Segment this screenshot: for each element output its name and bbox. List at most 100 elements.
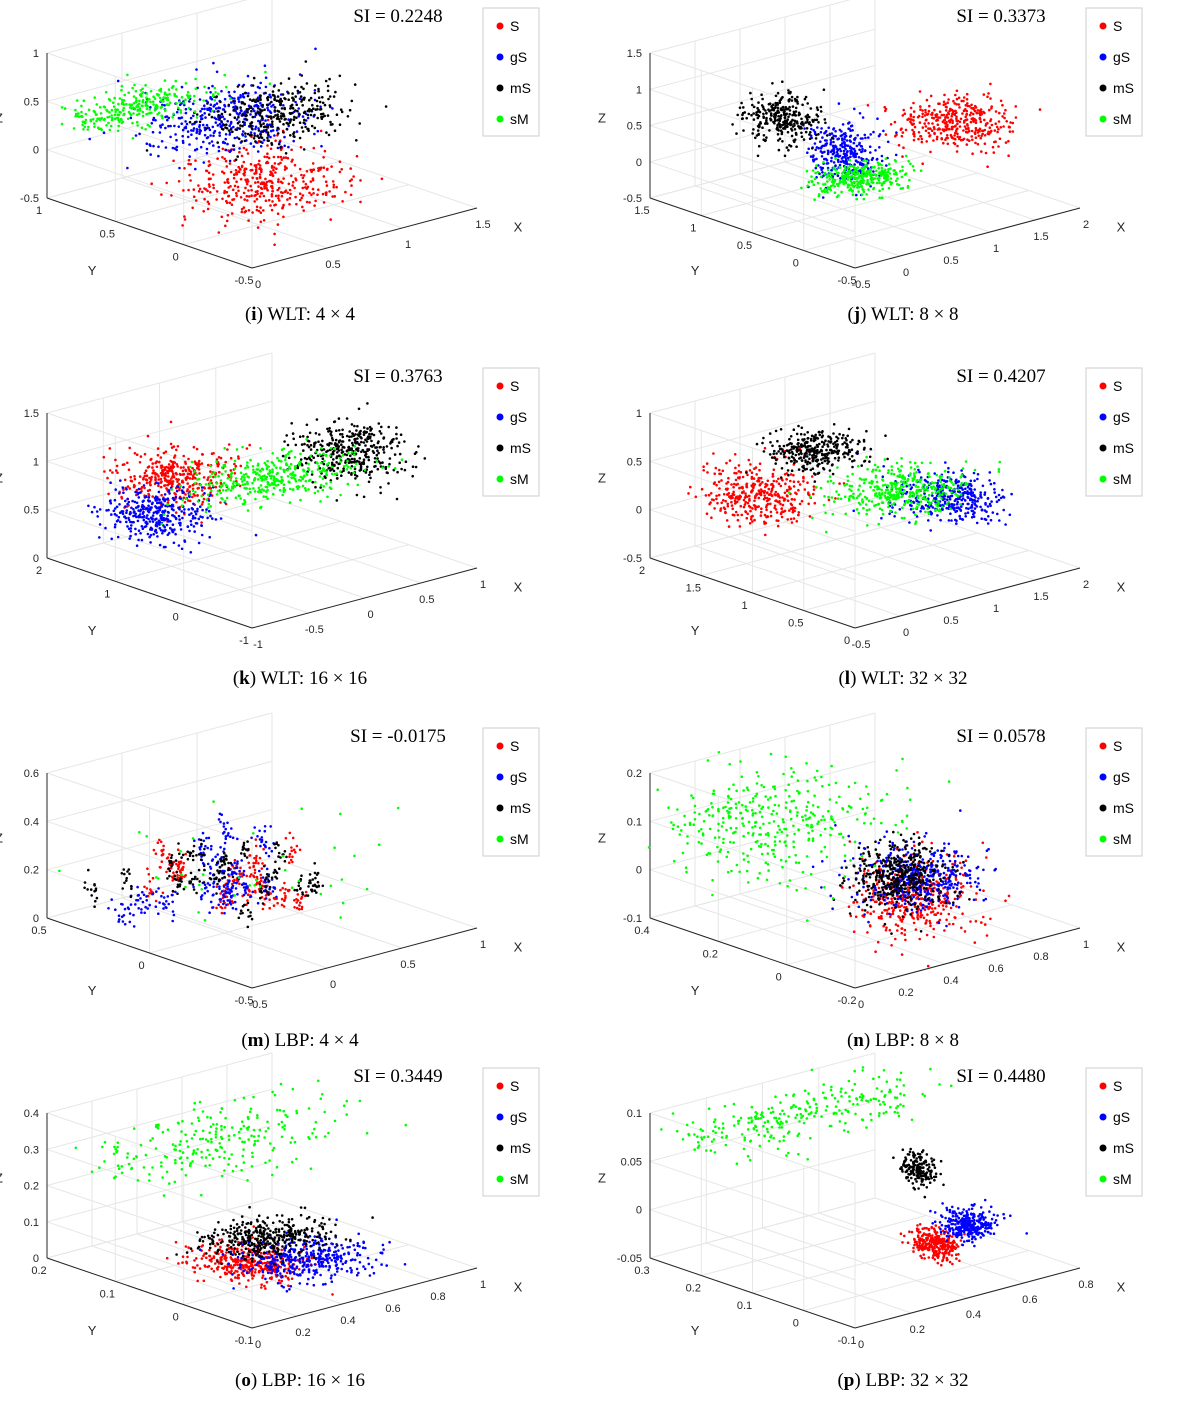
z-tick-label: 0.5	[627, 121, 642, 133]
data-point-S	[191, 496, 194, 499]
data-point-gS	[294, 101, 297, 104]
data-point-gS	[257, 150, 260, 153]
data-point-S	[748, 505, 751, 508]
data-point-gS	[134, 533, 137, 536]
data-point-mS	[297, 90, 300, 93]
data-point-S	[971, 139, 974, 142]
data-point-S	[901, 155, 904, 158]
data-point-mS	[293, 135, 296, 138]
data-point-gS	[998, 499, 1001, 502]
legend-marker-gS	[497, 54, 504, 61]
data-point-sM	[239, 497, 242, 500]
data-point-sM	[347, 483, 350, 486]
data-point-S	[962, 129, 965, 132]
data-point-sM	[131, 122, 134, 125]
data-point-mS	[363, 458, 366, 461]
data-point-gS	[114, 488, 117, 491]
z-axis-label: Z	[0, 470, 3, 485]
data-point-mS	[311, 104, 314, 107]
data-point-mS	[267, 133, 270, 136]
data-point-S	[221, 156, 224, 159]
data-point-gS	[184, 120, 187, 123]
data-point-mS	[246, 111, 249, 114]
data-point-mS	[396, 498, 399, 501]
data-point-gS	[195, 513, 198, 516]
data-point-sM	[848, 169, 851, 172]
data-point-mS	[356, 448, 359, 451]
data-point-sM	[221, 466, 224, 469]
data-point-sM	[142, 115, 145, 118]
data-point-gS	[855, 160, 858, 163]
data-point-mS	[800, 132, 803, 135]
data-point-S	[941, 114, 944, 117]
y-axis-label: Y	[88, 263, 97, 278]
data-point-sM	[857, 190, 860, 193]
data-point-mS	[369, 429, 372, 432]
data-point-S	[174, 454, 177, 457]
data-point-sM	[84, 122, 87, 125]
data-point-S	[944, 116, 947, 119]
data-point-mS	[288, 77, 291, 80]
data-point-gS	[830, 151, 833, 154]
data-point-S	[977, 143, 980, 146]
data-point-sM	[322, 478, 325, 481]
data-point-mS	[254, 140, 257, 143]
data-point-sM	[175, 88, 178, 91]
data-point-S	[990, 118, 993, 121]
data-point-gS	[119, 521, 122, 524]
data-point-gS	[851, 129, 854, 132]
data-point-sM	[856, 180, 859, 183]
data-point-gS	[936, 482, 939, 485]
data-point-S	[958, 103, 961, 106]
data-point-sM	[881, 196, 884, 199]
data-point-mS	[301, 104, 304, 107]
data-point-mS	[217, 114, 220, 117]
data-point-sM	[806, 170, 809, 173]
data-point-S	[276, 189, 279, 192]
data-point-sM	[180, 109, 183, 112]
data-point-sM	[175, 102, 178, 105]
data-point-mS	[347, 446, 350, 449]
data-point-gS	[832, 141, 835, 144]
data-point-mS	[308, 446, 311, 449]
data-point-gS	[168, 492, 171, 495]
data-point-S	[272, 169, 275, 172]
data-point-gS	[109, 481, 112, 484]
data-point-gS	[869, 151, 872, 154]
data-point-mS	[262, 122, 265, 125]
data-point-sM	[880, 174, 883, 177]
data-point-sM	[333, 448, 336, 451]
data-point-gS	[861, 137, 864, 140]
data-point-mS	[302, 88, 305, 91]
data-point-S	[988, 109, 991, 112]
data-point-S	[974, 132, 977, 135]
data-point-mS	[340, 474, 343, 477]
data-point-sM	[881, 167, 884, 170]
data-point-sM	[132, 112, 135, 115]
data-point-mS	[259, 141, 262, 144]
data-point-S	[282, 204, 285, 207]
data-point-sM	[821, 190, 824, 193]
data-point-gS	[173, 542, 176, 545]
data-point-mS	[266, 137, 269, 140]
data-point-sM	[222, 489, 225, 492]
data-point-S	[967, 127, 970, 130]
data-point-sM	[110, 125, 113, 128]
data-point-gS	[812, 156, 815, 159]
data-point-sM	[175, 80, 178, 83]
data-point-S	[175, 501, 178, 504]
data-point-sM	[354, 466, 357, 469]
data-point-sM	[195, 87, 198, 90]
data-point-S	[139, 475, 142, 478]
data-point-mS	[277, 132, 280, 135]
data-point-gS	[855, 194, 858, 197]
data-point-sM	[292, 471, 295, 474]
data-point-sM	[117, 109, 120, 112]
data-point-mS	[781, 133, 784, 136]
y-axis-label: Y	[691, 263, 700, 278]
data-point-S	[189, 477, 192, 480]
data-point-gS	[161, 532, 164, 535]
data-point-S	[186, 490, 189, 493]
data-point-mS	[219, 101, 222, 104]
